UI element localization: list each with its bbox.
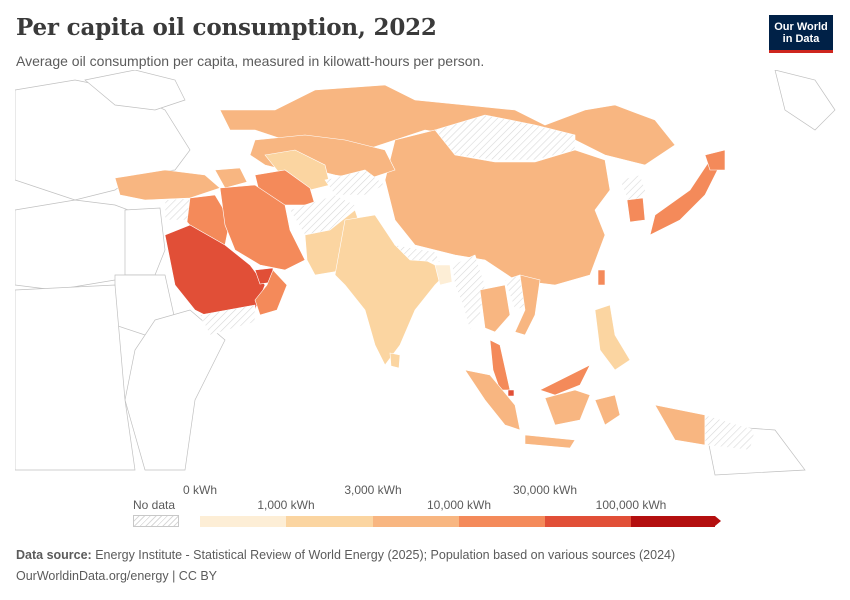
legend-bin-4[interactable] (545, 516, 631, 527)
logo-line-2: in Data (782, 33, 820, 45)
region-yemen[interactable] (199, 304, 256, 336)
legend-tick-3: 10,000 kWh (426, 498, 492, 512)
owid-logo[interactable]: Our World in Data (769, 15, 833, 53)
legend-bin-1[interactable] (286, 516, 373, 527)
region-malaysia-peninsula[interactable] (489, 339, 511, 391)
data-source: Data source: Energy Institute - Statisti… (16, 548, 675, 562)
legend-tick-1: 1,000 kWh (257, 498, 315, 512)
legend-bin-2[interactable] (373, 516, 459, 527)
choropleth-map[interactable] (15, 70, 845, 480)
legend-no-data-label: No data (133, 498, 176, 512)
region-east-africa[interactable] (124, 309, 226, 471)
legend-tick-0: 0 kWh (182, 483, 218, 497)
legend-arrow-icon (715, 516, 721, 526)
chart-title: Per capita oil consumption, 2022 (16, 14, 437, 41)
source-text[interactable]: Energy Institute - Statistical Review of… (95, 548, 676, 562)
region-central-asia-hatch[interactable] (324, 169, 386, 196)
source-label: Data source: (16, 548, 92, 562)
region-indonesia-kalimantan[interactable] (544, 389, 591, 426)
region-egypt[interactable] (124, 207, 166, 276)
region-malaysia-borneo[interactable] (539, 364, 591, 396)
region-sri-lanka[interactable] (389, 352, 401, 369)
legend-bin-3[interactable] (459, 516, 545, 527)
legend-tick-2: 3,000 kWh (344, 483, 402, 497)
region-indonesia-sulawesi[interactable] (594, 394, 621, 426)
region-nepal-hatch[interactable] (394, 244, 441, 263)
region-png[interactable] (704, 414, 756, 451)
region-central-africa[interactable] (15, 284, 136, 471)
footer-url[interactable]: OurWorldinData.org/energy | CC BY (16, 569, 218, 583)
region-singapore[interactable] (507, 389, 515, 397)
region-oman[interactable] (254, 269, 288, 316)
region-turkey[interactable] (114, 169, 221, 201)
region-south-korea[interactable] (626, 197, 646, 223)
legend-tick-4: 30,000 kWh (512, 483, 578, 497)
region-caucasus[interactable] (214, 167, 248, 189)
region-indonesia-papua[interactable] (654, 404, 706, 446)
legend-tick-5: 100,000 kWh (595, 498, 667, 512)
region-afghanistan[interactable] (289, 194, 356, 236)
region-alaska-far-east[interactable] (774, 70, 836, 131)
region-indonesia-java[interactable] (524, 434, 576, 449)
region-vietnam[interactable] (514, 274, 541, 336)
region-indonesia-sumatra[interactable] (464, 369, 521, 431)
region-china[interactable] (384, 129, 611, 286)
legend-bin-5[interactable] (631, 516, 715, 527)
region-philippines[interactable] (594, 304, 631, 371)
chart-subtitle: Average oil consumption per capita, meas… (16, 53, 485, 69)
region-iran[interactable] (219, 184, 306, 271)
region-japan[interactable] (649, 159, 721, 236)
region-taiwan[interactable] (597, 269, 606, 286)
region-bangladesh[interactable] (434, 264, 453, 286)
logo-line-1: Our World (774, 21, 828, 33)
region-japan-hokkaido[interactable] (704, 149, 726, 171)
legend-no-data-swatch (133, 515, 179, 527)
region-thailand[interactable] (479, 284, 511, 333)
region-scandinavia[interactable] (84, 70, 186, 111)
legend-bin-0[interactable] (200, 516, 286, 527)
region-myanmar[interactable] (451, 254, 486, 331)
region-north-korea[interactable] (619, 174, 648, 206)
